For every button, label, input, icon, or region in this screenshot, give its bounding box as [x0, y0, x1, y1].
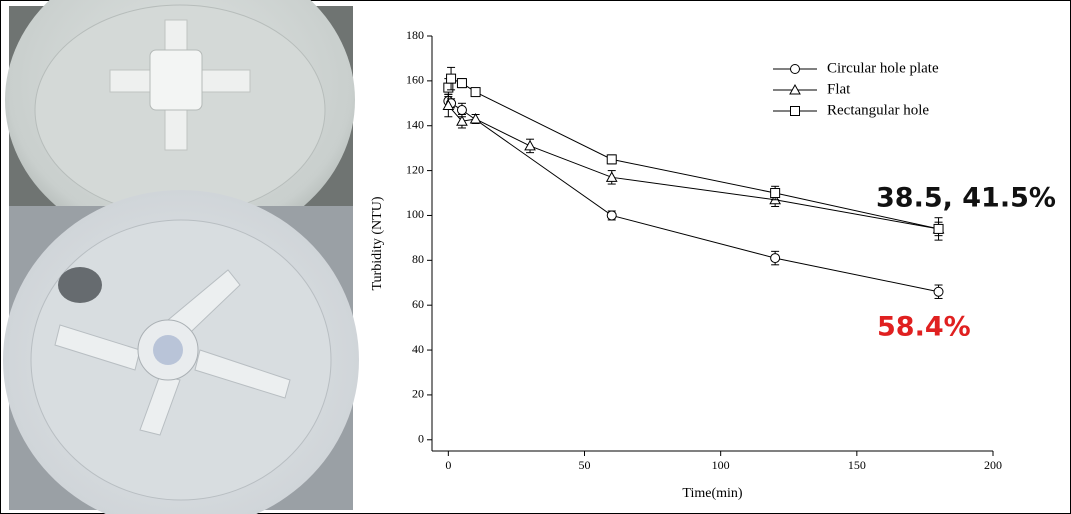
- marker: [471, 114, 481, 123]
- annotation: 38.5, 41.5%: [876, 183, 1056, 214]
- y-tick-label: 20: [412, 387, 424, 401]
- marker: [934, 224, 943, 233]
- legend-label: Flat: [827, 81, 851, 97]
- marker: [771, 254, 780, 263]
- x-tick-label: 0: [445, 458, 451, 472]
- marker: [447, 74, 456, 83]
- marker: [607, 172, 617, 181]
- marker: [525, 141, 535, 150]
- marker: [771, 189, 780, 198]
- x-axis-label: Time(min): [682, 486, 742, 501]
- y-tick-label: 180: [406, 28, 424, 42]
- marker: [471, 88, 480, 97]
- marker: [457, 106, 466, 115]
- x-tick-label: 150: [848, 458, 866, 472]
- series-line: [448, 106, 938, 229]
- y-tick-label: 60: [412, 297, 424, 311]
- y-tick-label: 120: [406, 162, 424, 176]
- figure: 0 20 40 60 80 100 120 140 160 180 0 50 100 150 200 Time…: [0, 0, 1071, 514]
- marker: [934, 287, 943, 296]
- y-tick-label: 140: [406, 117, 424, 131]
- legend-label: Rectangular hole: [827, 102, 929, 118]
- annotation: 58.4%: [877, 312, 971, 343]
- legend-marker: [791, 107, 800, 116]
- x-tick-label: 200: [984, 458, 1002, 472]
- y-tick-label: 40: [412, 342, 424, 356]
- photo-bottom: [3, 190, 359, 514]
- y-tick-label: 80: [412, 252, 424, 266]
- legend-marker: [791, 65, 800, 74]
- marker: [607, 211, 616, 220]
- marker: [457, 79, 466, 88]
- x-tick-label: 50: [579, 458, 591, 472]
- series-line: [448, 79, 938, 229]
- marker: [607, 155, 616, 164]
- x-tick-label: 100: [712, 458, 730, 472]
- y-tick-label: 0: [418, 432, 424, 446]
- y-tick-label: 160: [406, 73, 424, 87]
- page: 0 20 40 60 80 100 120 140 160 180 0 50 100 150 200 Time…: [0, 0, 1071, 514]
- y-tick-label: 100: [406, 207, 424, 221]
- legend-label: Circular hole plate: [827, 60, 939, 76]
- series-line: [448, 101, 938, 292]
- y-axis-label: Turbidity (NTU): [370, 196, 385, 290]
